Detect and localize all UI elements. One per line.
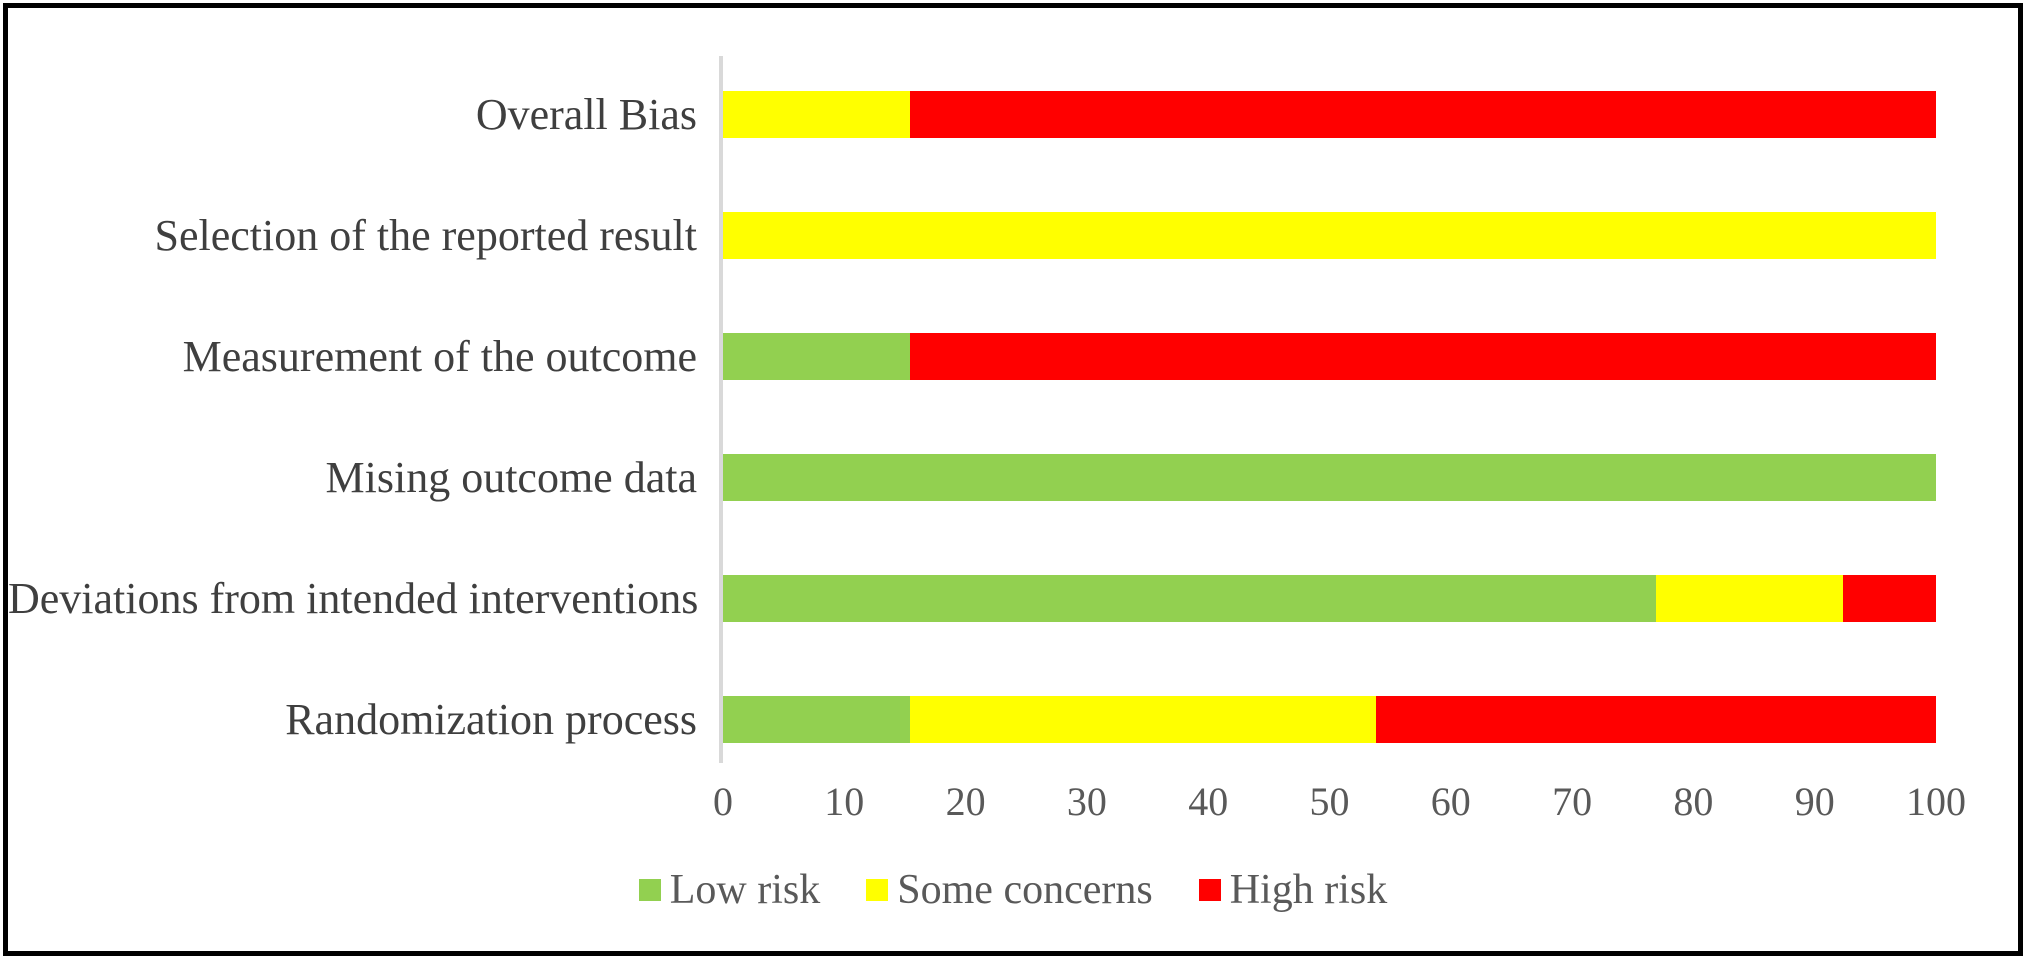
bar-track <box>723 54 1936 175</box>
bar-segment-low-risk <box>723 333 910 380</box>
bar-segment-high-risk <box>909 91 1936 138</box>
legend-swatch-high-risk <box>1198 879 1221 901</box>
x-axis: 0 10 20 30 40 50 60 70 80 90 100 <box>713 778 1966 828</box>
x-tick-label: 80 <box>1673 779 1714 824</box>
x-tick-label: 90 <box>1794 779 1835 824</box>
bar-segment-some-concerns <box>723 212 1936 259</box>
legend-label: Some concerns <box>897 867 1153 913</box>
bar-track <box>723 417 1936 538</box>
bar-segment-high-risk <box>1376 696 1936 743</box>
category-label: Mising outcome data <box>325 453 698 502</box>
x-tick-label: 30 <box>1066 779 1107 824</box>
category-row: Selection of the reported result <box>8 175 2018 296</box>
x-tick-label: 20 <box>945 779 986 824</box>
category-row: Randomization process <box>8 659 2018 780</box>
category-label: Selection of the reported result <box>154 211 697 260</box>
x-tick-label: 100 <box>1906 779 1966 824</box>
legend-label: High risk <box>1229 867 1388 913</box>
x-tick-label: 60 <box>1430 779 1471 824</box>
category-label: Randomization process <box>285 695 697 744</box>
category-label: Deviations from intended interventions <box>8 574 699 623</box>
x-tick-label: 50 <box>1309 779 1350 824</box>
bar-segment-low-risk <box>723 454 1936 501</box>
bar-track <box>723 659 1936 780</box>
bar-segment-some-concerns <box>723 91 910 138</box>
bar-segment-high-risk <box>909 333 1936 380</box>
category-label: Overall Bias <box>475 90 697 139</box>
legend-label: Low risk <box>669 867 821 913</box>
x-tick-label: 0 <box>713 779 733 824</box>
category-row: Mising outcome data <box>8 417 2018 538</box>
x-tick-label: 10 <box>824 779 865 824</box>
x-tick-label: 40 <box>1188 779 1229 824</box>
risk-of-bias-chart: Overall Bias Selection of the reported re… <box>8 8 2018 951</box>
category-row: Overall Bias <box>8 54 2018 175</box>
legend: Low risk Some concerns High risk <box>8 866 2018 914</box>
chart-frame: Overall Bias Selection of the reported re… <box>3 3 2023 956</box>
bar-segment-low-risk <box>723 696 910 743</box>
legend-item-high-risk: High risk <box>1198 866 1388 914</box>
bar-track <box>723 538 1936 659</box>
y-axis-line <box>719 56 723 763</box>
legend-swatch-low-risk <box>638 879 661 901</box>
legend-item-low-risk: Low risk <box>638 866 821 914</box>
bar-segment-some-concerns <box>1655 575 1843 622</box>
category-row: Deviations from intended interventions <box>8 538 2018 659</box>
bar-track <box>723 296 1936 417</box>
bar-segment-low-risk <box>723 575 1656 622</box>
plot-area: Overall Bias Selection of the reported re… <box>8 54 2018 780</box>
bar-segment-some-concerns <box>909 696 1377 743</box>
bar-segment-high-risk <box>1842 575 1936 622</box>
legend-item-some-concerns: Some concerns <box>866 866 1153 914</box>
category-row: Measurement of the outcome <box>8 296 2018 417</box>
bar-track <box>723 175 1936 296</box>
x-tick-label: 70 <box>1552 779 1593 824</box>
category-label: Measurement of the outcome <box>182 332 697 381</box>
legend-swatch-some-concerns <box>866 879 889 901</box>
